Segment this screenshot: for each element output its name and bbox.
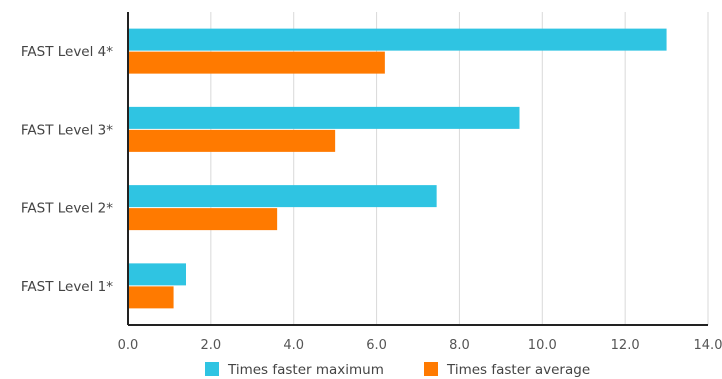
legend-swatch: [205, 362, 219, 376]
bar-max: [128, 28, 667, 51]
legend-label: Times faster average: [446, 362, 590, 378]
x-tick-label: 12.0: [611, 338, 640, 353]
x-tick-label: 2.0: [201, 338, 222, 353]
bar-avg: [128, 286, 174, 309]
bar-max: [128, 185, 437, 208]
category-labels: FAST Level 4* FAST Level 3* FAST Level 2* F…: [21, 44, 113, 295]
x-tick-label: 6.0: [366, 338, 387, 353]
category-label: FAST Level 4*: [21, 44, 113, 60]
category-label: FAST Level 2*: [21, 201, 113, 217]
bar-avg: [128, 51, 385, 74]
bar-max: [128, 263, 186, 286]
x-tick-label: 4.0: [283, 338, 304, 353]
category-label: FAST Level 3*: [21, 122, 113, 138]
x-tick-label: 0.0: [118, 338, 139, 353]
category-label: FAST Level 1*: [21, 279, 113, 295]
legend: Times faster maximum Times faster average: [205, 362, 590, 378]
x-tick-label: 10.0: [528, 338, 557, 353]
legend-swatch: [424, 362, 438, 376]
bar-avg: [128, 129, 336, 152]
bar-max: [128, 106, 520, 129]
bars: [128, 28, 667, 309]
bar-avg: [128, 208, 278, 231]
x-tick-label: 14.0: [694, 338, 722, 353]
legend-label: Times faster maximum: [227, 362, 384, 378]
x-tick-label: 8.0: [449, 338, 470, 353]
x-tick-labels: 0.0 2.0 4.0 6.0 8.0 10.0 12.0 14.0: [118, 338, 722, 353]
